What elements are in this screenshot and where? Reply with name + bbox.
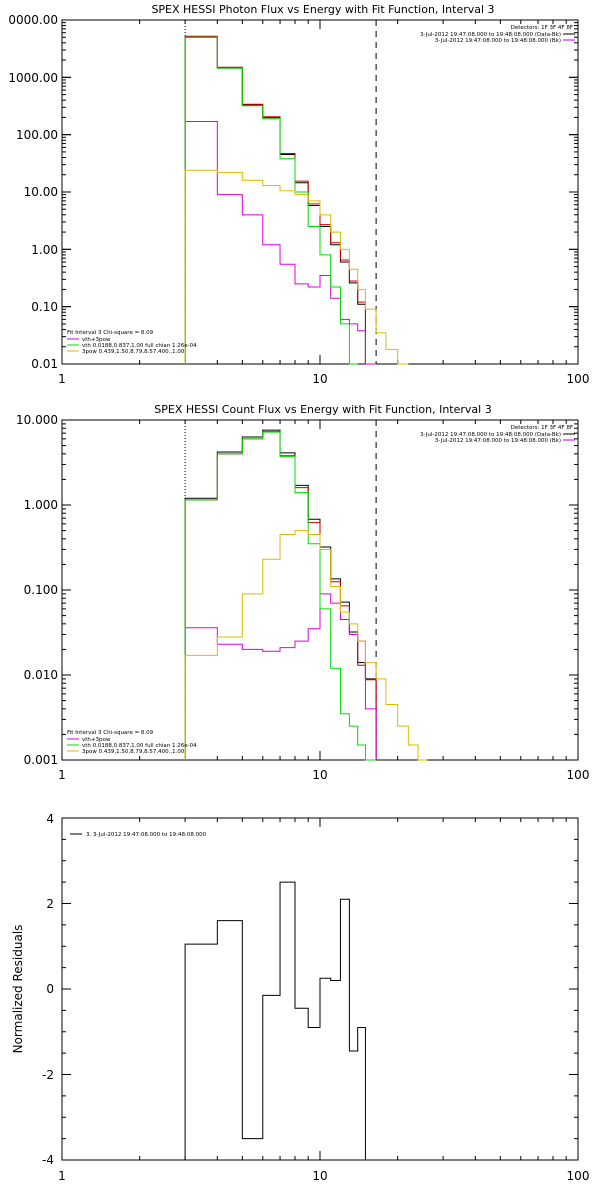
legend-entry: 3-Jul-2012 19:47:08.000 to 19:48:08.000 …	[435, 38, 561, 44]
y-tick-label: 100.00	[16, 128, 58, 142]
series-vth-3pow	[184, 593, 377, 760]
energy-range-markers	[184, 20, 377, 364]
series-vth	[184, 36, 358, 365]
series-vth	[184, 431, 377, 761]
y-tick-label: 1.000	[24, 498, 58, 512]
y-tick-label: 0.010	[24, 668, 58, 682]
y-tick-label: 4	[46, 812, 54, 826]
series-residuals	[184, 881, 366, 1160]
y-tick-label: 2	[46, 897, 54, 911]
series-data	[184, 429, 377, 760]
y-tick-label: 1000.00	[8, 71, 58, 85]
legend-entry: 3. 3-Jul-2012 19:47:08.000 to 19:48:08.0…	[86, 832, 207, 838]
x-tick-labels: 1 10 100	[58, 372, 589, 386]
x-tick-label: 1	[58, 372, 66, 386]
legend-entry: vth 0.0188,0.837,1.00 full chian 1.26e-0…	[82, 743, 197, 749]
plot-frame	[61, 19, 579, 365]
y-tick-labels: 10.000 1.000 0.100 0.010 0.001	[16, 413, 58, 767]
legend-top: Detectors: 1F 3F 4F 8F 3-Jul-2012 19:47:…	[420, 25, 575, 44]
y-tick-label: 0.10	[31, 300, 58, 314]
x-tick-label: 10	[312, 372, 327, 386]
legend-fit-header: Fit Interval 3 Chi-square = 8.09	[67, 730, 154, 736]
y-tick-label: 0.01	[31, 357, 58, 371]
series-3pow	[184, 169, 409, 365]
count-flux-panel: SPEX HESSI Count Flux vs Energy with Fit…	[16, 403, 589, 782]
x-tick-label: 100	[567, 768, 590, 782]
y-tick-label: -4	[42, 1153, 54, 1167]
legend-entry: 3-Jul-2012 19:47:08.000 to 19:48:08.000 …	[420, 432, 561, 438]
x-tick-label: 1	[58, 768, 66, 782]
legend-entry: vth+3pow	[82, 737, 111, 743]
x-tick-label: 100	[567, 372, 590, 386]
y-tick-label: 0	[46, 982, 54, 996]
series-background	[184, 35, 366, 364]
y-tick-label: 1.00	[31, 243, 58, 257]
legend-entry: vth 0.0188,0.837,1.00 full chian 1.26e-0…	[82, 343, 197, 349]
series-data	[184, 36, 366, 364]
chart-title: SPEX HESSI Photon Flux vs Energy with Fi…	[151, 3, 494, 16]
y-tick-label: 10.000	[16, 413, 58, 427]
y-tick-labels: 0000.00 1000.00 100.00 10.00 1.00 0.10 0…	[8, 13, 58, 371]
y-tick-labels: 4 2 0 -2 -4	[42, 812, 54, 1167]
legend-entry: 3-Jul-2012 19:47:08.000 to 19:48:08.000 …	[420, 32, 561, 38]
legend-detectors: Detectors: 1F 3F 4F 8F	[511, 25, 573, 31]
legend-top: 3. 3-Jul-2012 19:47:08.000 to 19:48:08.0…	[70, 832, 207, 838]
y-tick-label: 0.001	[24, 753, 58, 767]
residual-series	[184, 881, 366, 1160]
legend-entry: 3pow 0.439,1.50,8.79,8.57,400.,1.00	[82, 349, 185, 355]
series-background	[184, 431, 377, 760]
y-tick-label: 10.00	[24, 185, 58, 199]
axis-ticks	[61, 817, 579, 1161]
series-3pow	[184, 530, 428, 761]
energy-range-markers	[184, 420, 377, 760]
legend-entry: 3-Jul-2012 19:47:08.000 to 19:48:08.000 …	[435, 438, 561, 444]
y-axis-label: Normalized Residuals	[11, 925, 25, 1054]
x-tick-label: 1	[58, 1169, 66, 1183]
x-tick-labels: 1 10 100	[58, 768, 589, 782]
photon-flux-panel: SPEX HESSI Photon Flux vs Energy with Fi…	[8, 3, 589, 386]
y-tick-label: 0000.00	[8, 13, 58, 27]
legend-bottom: Fit Interval 3 Chi-square = 8.09 vth+3po…	[67, 730, 197, 755]
axis-ticks	[61, 419, 579, 761]
legend-bottom: Fit Interval 3 Chi-square = 8.09 vth+3po…	[67, 330, 197, 355]
legend-entry: vth+3pow	[82, 337, 111, 343]
chart-title: SPEX HESSI Count Flux vs Energy with Fit…	[154, 403, 491, 416]
x-tick-label: 100	[567, 1169, 590, 1183]
legend-entry: 3pow 0.439,1.50,8.79,8.57,400.,1.00	[82, 749, 185, 755]
residuals-panel: Normalized Residuals 4 2 0 -2 -4 1 10 10…	[11, 812, 589, 1183]
spectrum-series	[184, 35, 409, 365]
y-tick-label: -2	[42, 1068, 54, 1082]
y-tick-label: 0.100	[24, 583, 58, 597]
legend-fit-header: Fit Interval 3 Chi-square = 8.09	[67, 330, 154, 336]
spectrum-series	[184, 429, 428, 761]
series-vth-3pow	[184, 120, 377, 365]
x-tick-label: 10	[312, 768, 327, 782]
x-tick-label: 10	[312, 1169, 327, 1183]
axis-ticks	[61, 19, 579, 365]
x-tick-labels: 1 10 100	[58, 1169, 589, 1183]
legend-top: Detectors: 1F 3F 4F 8F 3-Jul-2012 19:47:…	[420, 425, 575, 444]
legend-detectors: Detectors: 1F 3F 4F 8F	[511, 425, 573, 431]
